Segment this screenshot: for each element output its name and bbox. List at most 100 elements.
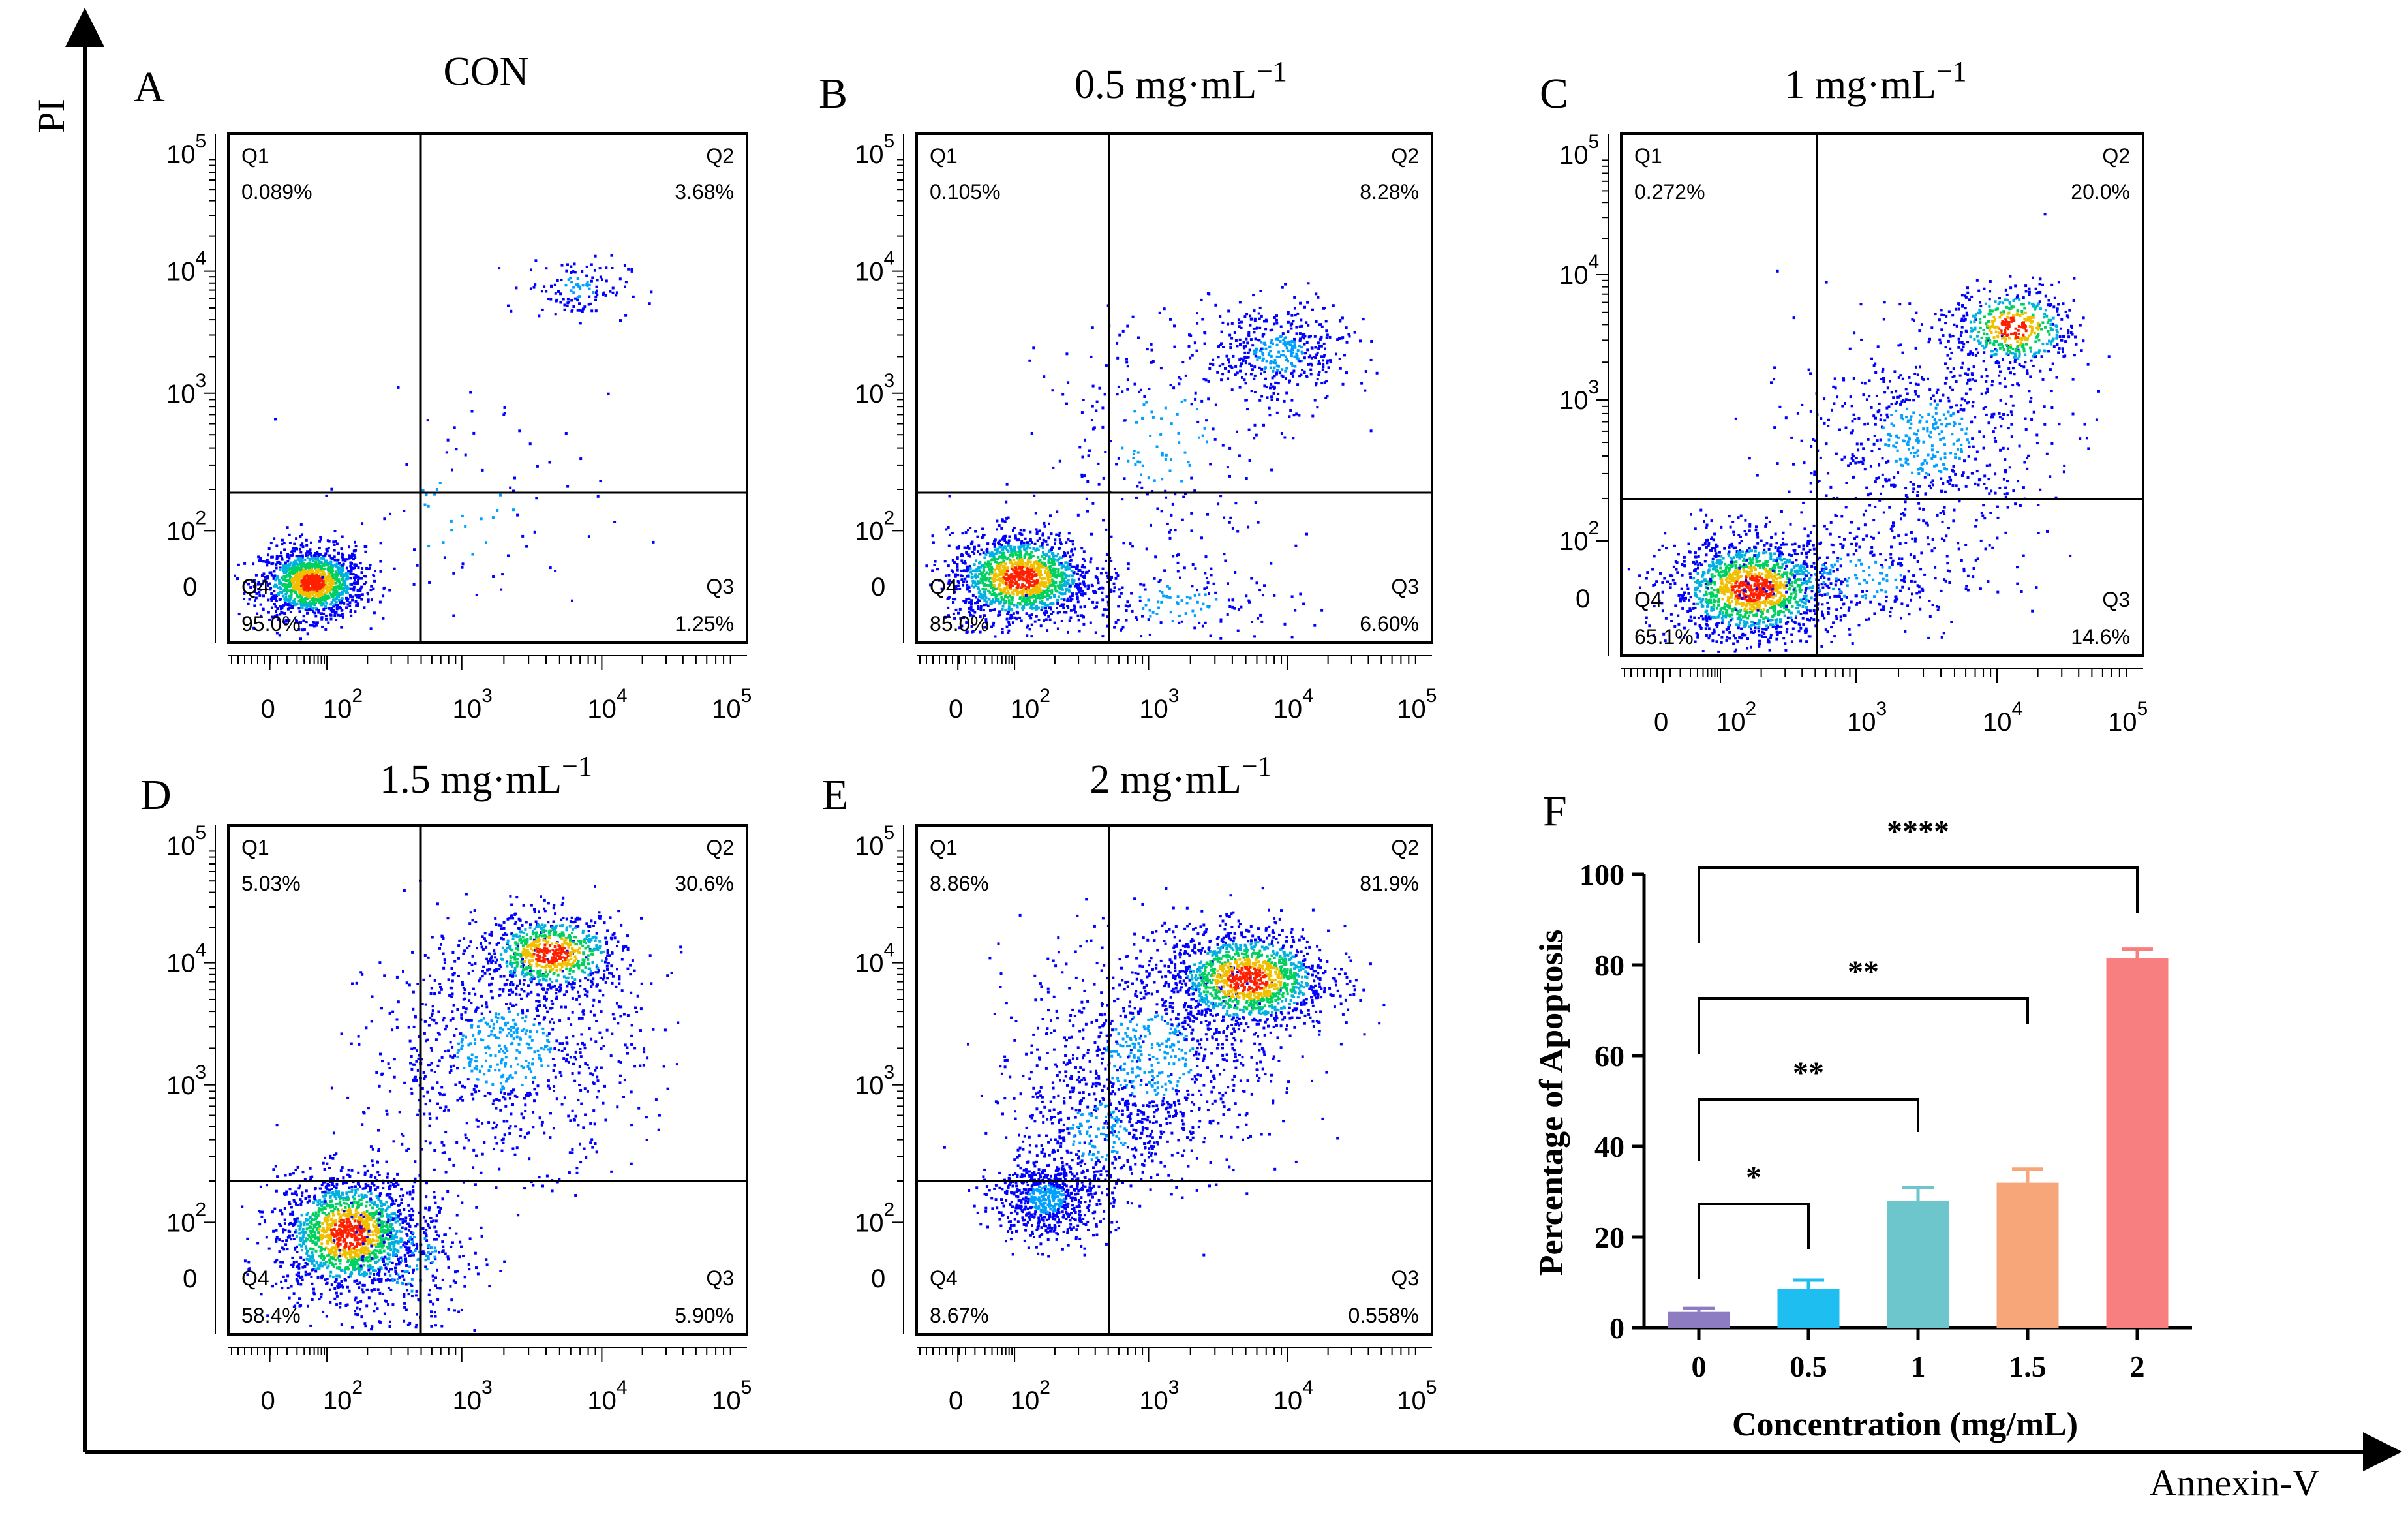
event-dot: [325, 547, 328, 551]
event-dot: [507, 304, 510, 307]
event-dot: [1052, 567, 1055, 570]
event-dot: [1255, 347, 1258, 350]
event-dot: [1029, 577, 1032, 580]
q1-percentage: 0.089%: [241, 180, 312, 204]
event-dot: [585, 283, 588, 286]
event-dot: [1153, 479, 1156, 482]
event-dot: [1101, 635, 1105, 638]
event-dot: [1101, 587, 1105, 590]
event-dot: [596, 294, 599, 297]
event-dot: [1044, 540, 1048, 543]
event-dot: [325, 579, 328, 582]
event-dot: [1080, 566, 1084, 569]
event-dot: [1194, 397, 1197, 401]
event-dot: [1692, 602, 1696, 605]
event-dot: [361, 567, 364, 570]
event-dot: [1659, 572, 1662, 575]
event-dot: [1141, 615, 1144, 618]
event-dot: [297, 582, 300, 585]
event-dot: [1080, 589, 1084, 592]
event-dot: [1161, 478, 1164, 481]
event-dot: [269, 597, 273, 600]
event-dot: [1201, 434, 1204, 437]
event-dot: [1673, 582, 1677, 585]
event-dot: [1007, 542, 1010, 545]
event-dot: [1011, 584, 1014, 587]
event-dot: [1301, 369, 1304, 372]
event-dot: [1324, 320, 1328, 323]
event-dot: [289, 554, 292, 557]
event-dot: [313, 621, 316, 624]
event-dot: [1311, 308, 1314, 311]
event-dot: [1021, 607, 1024, 610]
event-dot: [562, 298, 565, 301]
event-dot: [1729, 525, 1732, 529]
event-dot: [301, 587, 304, 590]
event-dot: [1237, 318, 1240, 322]
event-dot: [1252, 294, 1255, 297]
event-dot: [1084, 592, 1087, 596]
event-dot: [1325, 329, 1328, 333]
event-dot: [243, 598, 245, 600]
event-dot: [1250, 577, 1253, 580]
event-dot: [480, 517, 483, 521]
event-dot: [354, 564, 358, 567]
event-dot: [272, 597, 275, 600]
event-dot: [1080, 614, 1083, 617]
event-dot: [1285, 367, 1288, 370]
event-dot: [1041, 583, 1044, 587]
event-dot: [1262, 423, 1265, 427]
event-dot: [311, 583, 314, 586]
event-dot: [1052, 610, 1055, 613]
event-dot: [1151, 611, 1155, 614]
event-dot: [1234, 365, 1238, 368]
event-dot: [1206, 513, 1209, 516]
event-dot: [1006, 613, 1009, 615]
event-dot: [1169, 384, 1172, 387]
event-dot: [1189, 596, 1192, 600]
event-dot: [1002, 566, 1005, 569]
event-dot: [292, 572, 295, 575]
event-dot: [341, 571, 343, 574]
event-dot: [348, 571, 352, 574]
event-dot: [967, 565, 970, 568]
event-dot: [1244, 382, 1247, 385]
event-dot: [1710, 538, 1713, 540]
event-dot: [1024, 549, 1027, 552]
event-dot: [971, 581, 975, 585]
event-dot: [1728, 566, 1731, 570]
event-dot: [1042, 602, 1045, 605]
event-dot: [273, 590, 276, 593]
event-dot: [1076, 614, 1080, 617]
event-dot: [957, 547, 960, 550]
event-dot: [1034, 512, 1037, 515]
event-dot: [1839, 564, 1842, 568]
event-dot: [288, 533, 291, 536]
event-dot: [1012, 568, 1015, 572]
event-dot: [1026, 597, 1029, 600]
event-dot: [1047, 589, 1050, 592]
event-dot: [273, 603, 276, 605]
event-dot: [1259, 290, 1262, 292]
event-dot: [1069, 585, 1072, 588]
event-dot: [1041, 555, 1044, 558]
event-dot: [1738, 542, 1741, 545]
event-dot: [583, 305, 587, 309]
event-dot: [314, 586, 318, 589]
event-dot: [1272, 361, 1275, 364]
event-dot: [1073, 605, 1076, 609]
event-dot: [1003, 599, 1007, 602]
event-dot: [1190, 403, 1193, 406]
event-dot: [306, 570, 309, 573]
event-dot: [303, 558, 307, 561]
y-tick-label: 103: [166, 370, 206, 408]
event-dot: [560, 279, 563, 281]
event-dot: [1296, 349, 1300, 352]
event-dot: [576, 277, 579, 280]
event-dot: [632, 295, 635, 298]
event-dot: [1043, 611, 1046, 615]
event-dot: [540, 290, 543, 293]
event-dot: [1056, 559, 1059, 562]
event-dot: [1285, 377, 1287, 380]
